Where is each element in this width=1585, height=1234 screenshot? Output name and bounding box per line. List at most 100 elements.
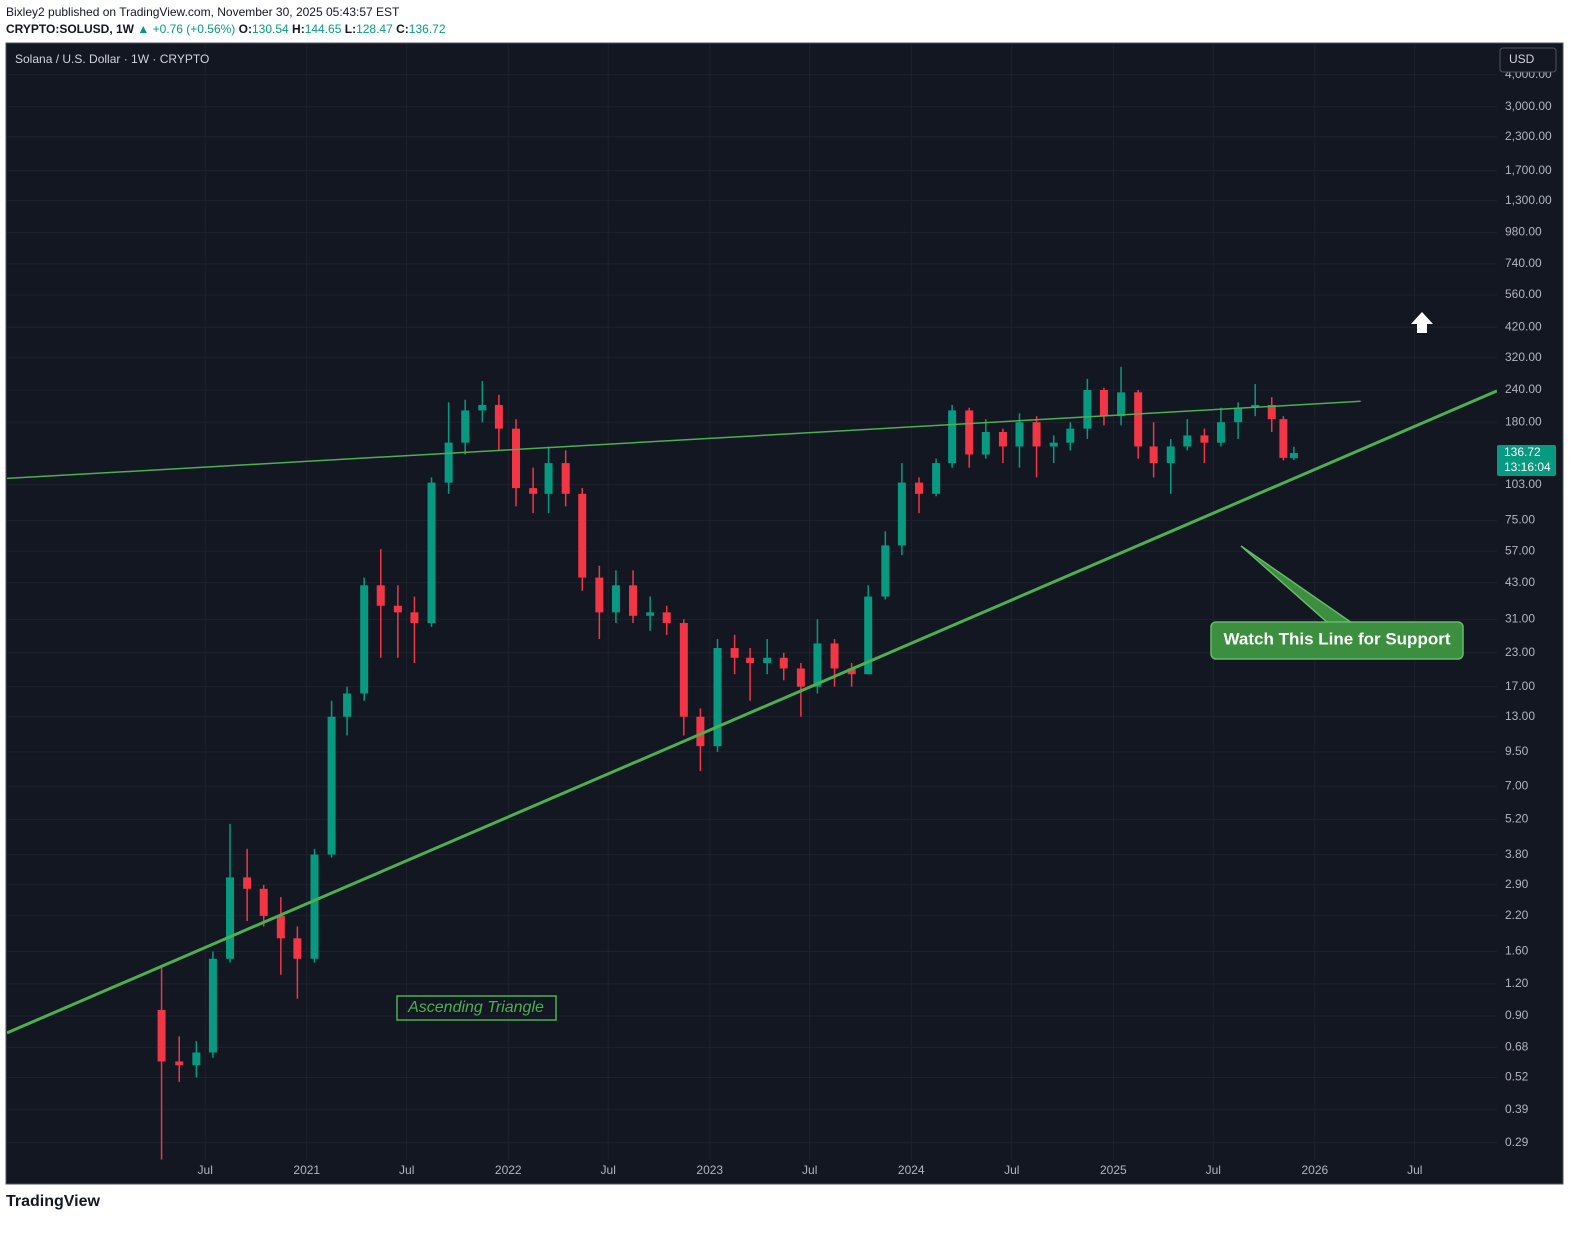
candle-body <box>511 428 520 489</box>
candle-body <box>932 463 941 494</box>
x-tick-label: 2025 <box>1100 1163 1127 1177</box>
y-tick-label: 3,000.00 <box>1505 99 1552 113</box>
ohlc-value: 144.65 <box>304 22 342 36</box>
y-tick-label: 2.20 <box>1505 908 1529 922</box>
up-arrow-icon <box>1411 312 1433 333</box>
ohlc-value: 130.54 <box>251 22 289 36</box>
candle-body <box>763 657 772 663</box>
trend-line <box>7 389 1497 1035</box>
candle-body <box>192 1052 201 1066</box>
candle-body <box>376 585 385 606</box>
candle-body <box>847 668 856 675</box>
candle-body <box>1234 407 1243 423</box>
y-tick-label: 9.50 <box>1505 744 1529 758</box>
candle-body <box>914 482 923 494</box>
candle-body <box>494 404 503 429</box>
candle-body <box>208 958 217 1053</box>
x-tick-label: 2023 <box>696 1163 723 1177</box>
candle-body <box>226 877 235 959</box>
candle-body <box>730 648 739 658</box>
trend-line <box>7 400 1361 480</box>
candle-body <box>864 596 873 675</box>
candle-body <box>310 854 319 959</box>
candle-body <box>830 643 839 669</box>
y-tick-label: 980.00 <box>1505 224 1542 238</box>
y-tick-label: 1.60 <box>1505 944 1529 958</box>
callout-box <box>1210 621 1464 660</box>
y-tick-label: 23.00 <box>1505 645 1535 659</box>
annotation-box <box>396 995 557 1021</box>
candle-body <box>696 716 705 747</box>
candle-body <box>478 404 487 411</box>
y-tick-label: 2,300.00 <box>1505 129 1552 143</box>
y-tick-label: 0.68 <box>1505 1040 1529 1054</box>
candle-body <box>796 668 805 687</box>
candle-body <box>595 577 604 613</box>
candle-body <box>393 605 402 613</box>
x-tick-label: Jul <box>198 1163 213 1177</box>
ohlc-label: H: <box>292 22 305 36</box>
ohlc-value: 136.72 <box>408 22 446 36</box>
grid <box>7 44 1497 1160</box>
y-tick-label: 2.90 <box>1505 877 1529 891</box>
candle-body <box>779 657 788 669</box>
y-tick-label: 75.00 <box>1505 513 1535 527</box>
candle-body <box>1117 392 1126 417</box>
y-tick-label: 0.90 <box>1505 1008 1529 1022</box>
y-tick-label: 5.20 <box>1505 812 1529 826</box>
x-tick-label: 2022 <box>495 1163 522 1177</box>
x-tick-label: 2026 <box>1301 1163 1328 1177</box>
currency-button[interactable] <box>1499 47 1557 73</box>
plot-area <box>7 366 1497 1160</box>
candle-body <box>561 463 570 494</box>
candle-body <box>629 585 638 616</box>
candle-body <box>1134 392 1143 447</box>
chart: 4,000.003,000.002,300.001,700.001,300.00… <box>5 42 1564 1185</box>
candle-body <box>948 410 957 464</box>
published-line: Bixley2 published on TradingView.com, No… <box>6 5 400 19</box>
candle-body <box>157 1009 166 1062</box>
candle-body <box>1066 428 1075 443</box>
candle-body <box>427 482 436 624</box>
candle-body <box>175 1061 184 1066</box>
candle-body <box>293 938 302 959</box>
candle-body <box>1015 422 1024 447</box>
ohlc-label: L: <box>344 22 357 36</box>
x-tick-label: Jul <box>1206 1163 1221 1177</box>
y-tick-label: 320.00 <box>1505 350 1542 364</box>
candle-body <box>1289 453 1298 459</box>
y-tick-label: 17.00 <box>1505 679 1535 693</box>
y-tick-label: 180.00 <box>1505 414 1542 428</box>
x-tick-label: Jul <box>802 1163 817 1177</box>
candle-body <box>897 482 906 546</box>
ohlc: O:130.54 H:144.65 L:128.47 C:136.72 <box>239 22 446 36</box>
y-tick-label: 57.00 <box>1505 543 1535 557</box>
candle-body <box>1183 435 1192 447</box>
y-tick-label: 1.20 <box>1505 976 1529 990</box>
axes: 4,000.003,000.002,300.001,700.001,300.00… <box>198 67 1556 1177</box>
last-price-tag <box>1497 445 1556 477</box>
footer-brand: TradingView <box>6 1193 100 1211</box>
candle-body <box>1032 422 1041 447</box>
candle-body <box>1049 442 1058 447</box>
change: ▲ +0.76 (+0.56%) <box>137 22 236 36</box>
ohlc-label: C: <box>396 22 409 36</box>
chart-title: Solana / U.S. Dollar · 1W · CRYPTO <box>15 52 209 66</box>
y-tick-label: 240.00 <box>1505 382 1542 396</box>
chart-background <box>5 42 1564 1185</box>
currency-label[interactable]: USD <box>1509 52 1535 66</box>
y-tick-label: 3.80 <box>1505 847 1529 861</box>
candle-body <box>544 463 553 494</box>
candle-body <box>746 657 755 663</box>
y-tick-label: 0.29 <box>1505 1135 1529 1149</box>
candle-body <box>1083 389 1092 429</box>
symbol: CRYPTO:SOLUSD, 1W <box>6 22 135 36</box>
x-tick-label: Jul <box>1004 1163 1019 1177</box>
candle-body <box>259 888 268 916</box>
annotation-text: Ascending Triangle <box>407 999 544 1016</box>
candle-body <box>965 410 974 455</box>
y-tick-label: 0.39 <box>1505 1102 1529 1116</box>
candle-body <box>646 612 655 616</box>
candle-body <box>327 716 336 855</box>
y-tick-label: 103.00 <box>1505 477 1542 491</box>
